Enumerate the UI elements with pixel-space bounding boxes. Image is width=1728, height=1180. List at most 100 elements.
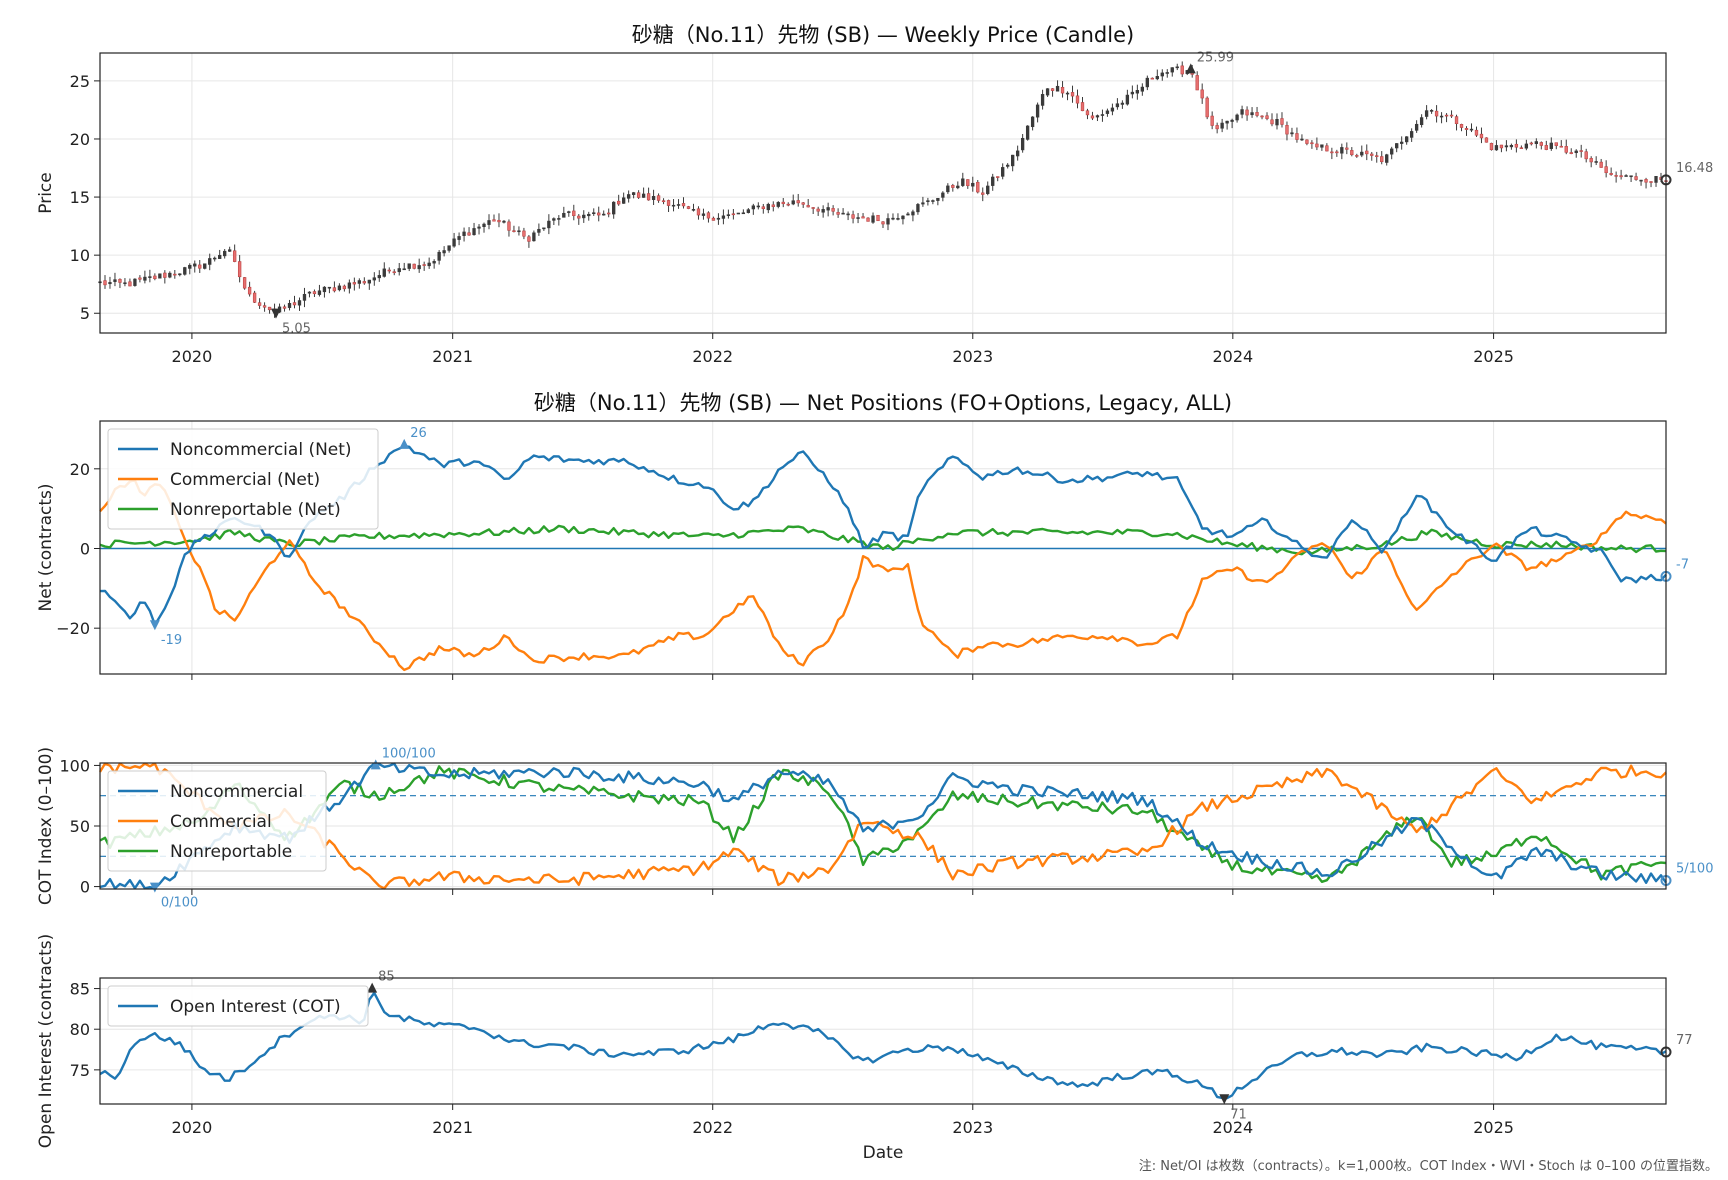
candle-body xyxy=(342,285,347,290)
candle-body xyxy=(1055,85,1060,92)
candle-body xyxy=(691,209,696,211)
candle-body xyxy=(582,214,586,219)
candle-body xyxy=(427,262,431,267)
candle-body xyxy=(901,215,905,220)
candle-body xyxy=(1375,155,1379,157)
candle-body xyxy=(362,281,366,284)
candle-body xyxy=(1544,145,1548,150)
candle-body xyxy=(123,282,127,285)
candle-body xyxy=(841,212,845,215)
candle-body xyxy=(1514,143,1519,148)
candle-body xyxy=(332,287,337,292)
candle-body xyxy=(1459,124,1464,128)
candle-body xyxy=(1006,164,1010,167)
x-tick-label: 2023 xyxy=(952,1118,993,1137)
candle-body xyxy=(846,213,850,216)
candle-body xyxy=(472,228,476,236)
x-tick-label: 2020 xyxy=(172,347,213,366)
candle-body xyxy=(1499,144,1504,149)
candle-body xyxy=(711,217,716,221)
candle-body xyxy=(213,257,217,260)
chart-title: 砂糖（No.11）先物 (SB) — Weekly Price (Candle) xyxy=(632,23,1134,47)
candle-body xyxy=(497,219,501,223)
candle-body xyxy=(153,275,157,280)
candle-body xyxy=(442,250,446,254)
candle-body xyxy=(731,213,736,216)
candle-body xyxy=(203,263,207,269)
candle-body xyxy=(831,208,835,212)
candle-body xyxy=(886,218,890,225)
candle-body xyxy=(1130,91,1135,95)
min-marker xyxy=(1219,1094,1230,1105)
candle-body xyxy=(1110,107,1115,112)
max-marker xyxy=(1185,63,1196,74)
candle-body xyxy=(956,185,960,189)
y-tick-label: −20 xyxy=(56,619,90,638)
candle-body xyxy=(183,267,187,275)
candle-body xyxy=(836,212,840,215)
candle-body xyxy=(302,293,307,301)
y-tick-label: 100 xyxy=(59,756,90,775)
candle-body xyxy=(1060,87,1065,94)
candle-body xyxy=(1220,122,1224,129)
candle-body xyxy=(741,212,746,215)
plot-frame xyxy=(99,977,1667,1105)
candle-body xyxy=(432,261,436,264)
candle-body xyxy=(1015,150,1020,157)
candle-body xyxy=(1589,158,1593,163)
candle-body xyxy=(422,264,426,266)
candle-body xyxy=(232,250,237,262)
plot-frame xyxy=(99,420,1667,675)
candle-body xyxy=(806,205,810,208)
plot-frame xyxy=(99,52,1667,334)
candle-body xyxy=(736,212,741,215)
candle-body xyxy=(716,217,721,220)
max-marker xyxy=(399,438,410,449)
candle-body xyxy=(671,204,676,207)
min-label: 71 xyxy=(1230,1107,1247,1122)
candle-body xyxy=(163,272,167,278)
candle-body xyxy=(966,179,970,187)
candle-body xyxy=(552,218,556,221)
candle-body xyxy=(547,220,551,229)
candle-body xyxy=(1454,116,1459,125)
candle-body xyxy=(1404,136,1409,143)
candle-body xyxy=(612,201,616,215)
candle-body xyxy=(173,273,177,276)
candle-body xyxy=(372,277,376,281)
candle-body xyxy=(936,197,940,201)
candle-body xyxy=(1534,141,1538,144)
candle-body xyxy=(781,201,785,205)
candle-body xyxy=(1090,115,1095,119)
legend-box xyxy=(107,985,369,1027)
candle-body xyxy=(661,200,666,203)
min-marker xyxy=(149,882,160,893)
candle-body xyxy=(437,251,441,261)
candle-body xyxy=(861,216,865,219)
candle-body xyxy=(1325,145,1329,152)
candle-body xyxy=(811,207,815,209)
candle-body xyxy=(791,200,795,205)
candle-body xyxy=(297,300,302,306)
max-label: 85 xyxy=(378,970,395,985)
candle-body xyxy=(1569,152,1573,155)
candle-body xyxy=(1504,145,1509,148)
candle-body xyxy=(1614,175,1618,177)
candle-body xyxy=(1035,104,1040,118)
legend-entry: Noncommercial xyxy=(170,782,303,802)
candle-body xyxy=(1285,125,1289,135)
x-tick-label: 2022 xyxy=(692,1118,733,1137)
candle-body xyxy=(252,292,257,303)
candle-body xyxy=(352,282,357,285)
candle-body xyxy=(1120,102,1125,105)
candle-body xyxy=(1539,142,1543,146)
candle-body xyxy=(262,305,267,308)
legend-entry: Commercial xyxy=(170,812,272,832)
candle-body xyxy=(976,181,980,193)
y-tick-label: 85 xyxy=(70,980,90,999)
candle-body xyxy=(1145,77,1149,88)
legend-entry: Nonreportable (Net) xyxy=(170,500,341,520)
legend-entry: Nonreportable xyxy=(170,842,292,862)
y-tick-label: 5 xyxy=(80,304,90,323)
